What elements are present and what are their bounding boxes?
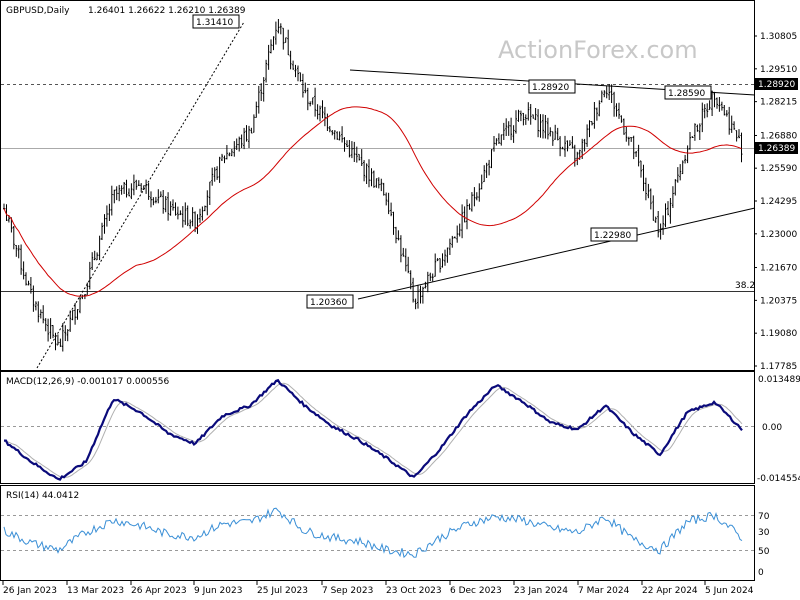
annotation-low: 1.20360 — [306, 294, 354, 309]
price-tick-label: 1.17785 — [760, 362, 797, 372]
price-levels — [1, 84, 754, 292]
price-tick-label: 1.24295 — [760, 197, 797, 207]
macd-signal-line — [4, 382, 743, 478]
rsi-tick-0: 0 — [758, 568, 764, 578]
macd-tick-top: 0.013489 — [758, 375, 800, 385]
price-tick-label: 1.23000 — [760, 230, 797, 240]
x-tick-label: 26 Jan 2023 — [3, 586, 57, 596]
price-tick-label: 1.20375 — [760, 296, 797, 306]
x-tick-label: 9 Jun 2023 — [194, 586, 242, 596]
x-tick-label: 23 Jan 2024 — [514, 586, 568, 596]
price-tick-label: 1.29510 — [760, 65, 797, 75]
svg-text:1.28920: 1.28920 — [758, 80, 795, 90]
price-axis: 1.30805 1.29510 1.28215 1.26880 1.25590 1.242… — [754, 32, 797, 372]
price-tick-label: 1.25590 — [760, 164, 797, 174]
rsi-tick-70: 70 — [758, 512, 770, 522]
current-price-box: 1.26389 — [755, 142, 798, 154]
x-tick-label: 13 Mar 2023 — [67, 586, 124, 596]
price-tick-label: 1.30805 — [760, 32, 797, 42]
macd-panel — [0, 371, 755, 484]
sma-line — [3, 106, 742, 297]
svg-text:1.28920: 1.28920 — [532, 83, 569, 93]
macd-tick-zero: 0.00 — [762, 423, 782, 433]
x-tick-label: 7 Sep 2023 — [322, 586, 373, 596]
x-tick-label: 7 Mar 2024 — [578, 586, 630, 596]
rsi-tick-30: 30 — [758, 528, 770, 538]
price-tick-label: 1.26880 — [760, 131, 797, 141]
x-tick-label: 26 Apr 2023 — [131, 586, 187, 596]
watermark: ActionForex.com — [498, 36, 698, 64]
svg-text:1.22980: 1.22980 — [594, 231, 631, 241]
annotation-1-28590: 1.28590 — [664, 85, 712, 100]
x-axis: 26 Jan 2023 13 Mar 2023 26 Apr 2023 9 Jun 2… — [2, 581, 754, 596]
annotation-1-22980: 1.22980 — [590, 227, 638, 242]
annotation-high: 1.31410 — [192, 14, 240, 29]
rsi-label: RSI(14) 44.0412 — [6, 491, 79, 501]
x-tick-label: 22 Apr 2024 — [642, 586, 698, 596]
dotted-trendline — [36, 21, 245, 369]
lower-trendline — [357, 207, 756, 300]
svg-text:1.31410: 1.31410 — [196, 18, 233, 28]
resistance-price-box: 1.28920 — [755, 78, 798, 90]
header-symbol: GBPUSD,Daily — [6, 6, 70, 16]
annotation-1-28920: 1.28920 — [528, 79, 576, 94]
macd-tick-bottom: -0.014554 — [757, 474, 800, 484]
price-tick-label: 1.28215 — [760, 98, 797, 108]
fib-label: 38.2 — [735, 281, 755, 291]
price-tick-label: 1.19080 — [760, 329, 797, 339]
rsi-panel — [0, 485, 755, 581]
header-ohlc: 1.26401 1.26622 1.26210 1.26389 — [88, 6, 246, 16]
svg-text:1.20360: 1.20360 — [310, 298, 347, 308]
macd-label: MACD(12,26,9) -0.001017 0.000556 — [6, 377, 169, 387]
x-tick-label: 6 Dec 2023 — [450, 586, 502, 596]
rsi-tick-50: 50 — [758, 547, 770, 557]
x-tick-label: 5 Jun 2024 — [705, 586, 754, 596]
rsi-line — [3, 507, 743, 559]
macd-line — [4, 378, 743, 481]
svg-text:1.26389: 1.26389 — [758, 144, 795, 154]
price-tick-label: 1.21670 — [760, 264, 797, 274]
x-tick-label: 25 Jul 2023 — [257, 586, 308, 596]
x-tick-label: 23 Oct 2023 — [386, 586, 442, 596]
svg-text:1.28590: 1.28590 — [668, 89, 705, 99]
